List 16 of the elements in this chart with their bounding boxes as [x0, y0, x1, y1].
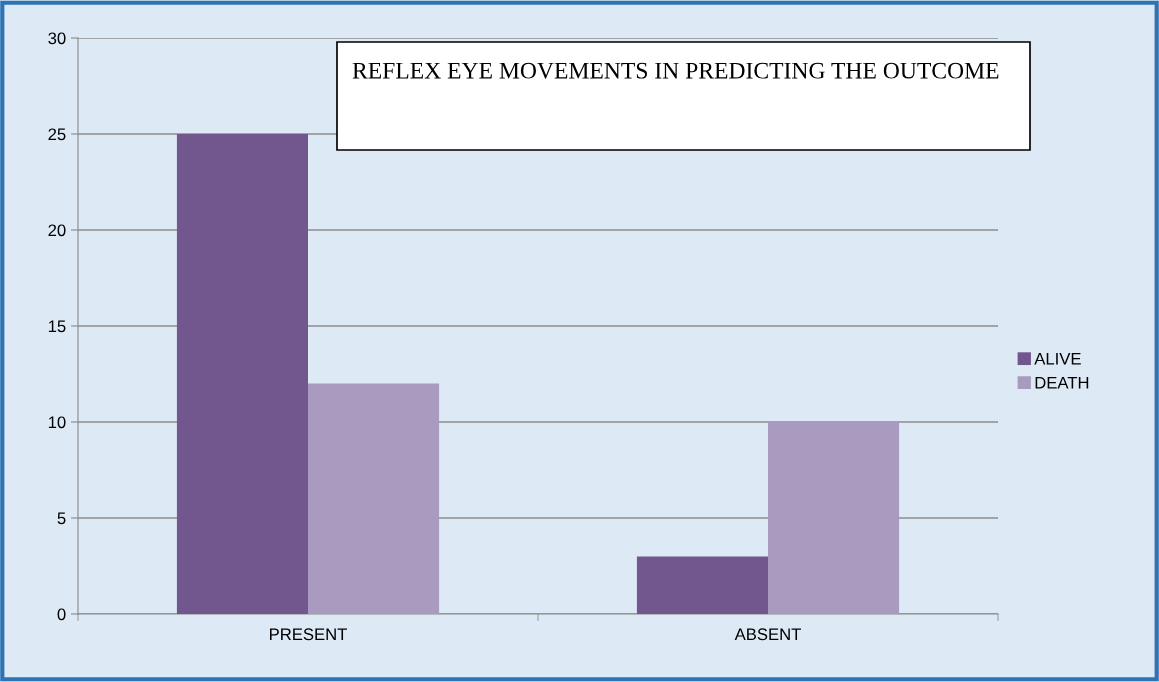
y-tick-label: 5 [57, 512, 66, 525]
legend-label: DEATH [1035, 376, 1089, 389]
x-tick-label: ABSENT [734, 628, 801, 641]
y-tick-label: 30 [48, 32, 66, 45]
legend-label: ALIVE [1034, 352, 1081, 365]
bar [636, 556, 768, 614]
y-tick-label: 15 [48, 320, 66, 333]
bar [176, 134, 308, 614]
y-tick-label: 0 [57, 608, 66, 621]
x-tick-label: PRESENT [270, 628, 347, 641]
y-tick-label: 20 [48, 224, 66, 237]
bar [768, 422, 900, 614]
y-tick-label: 10 [48, 416, 66, 429]
y-tick-label: 25 [48, 128, 66, 141]
text: REFLEX EYE MOVEMENTS IN PREDICTING THE OUTCOME [352, 62, 999, 79]
bar [308, 383, 440, 614]
